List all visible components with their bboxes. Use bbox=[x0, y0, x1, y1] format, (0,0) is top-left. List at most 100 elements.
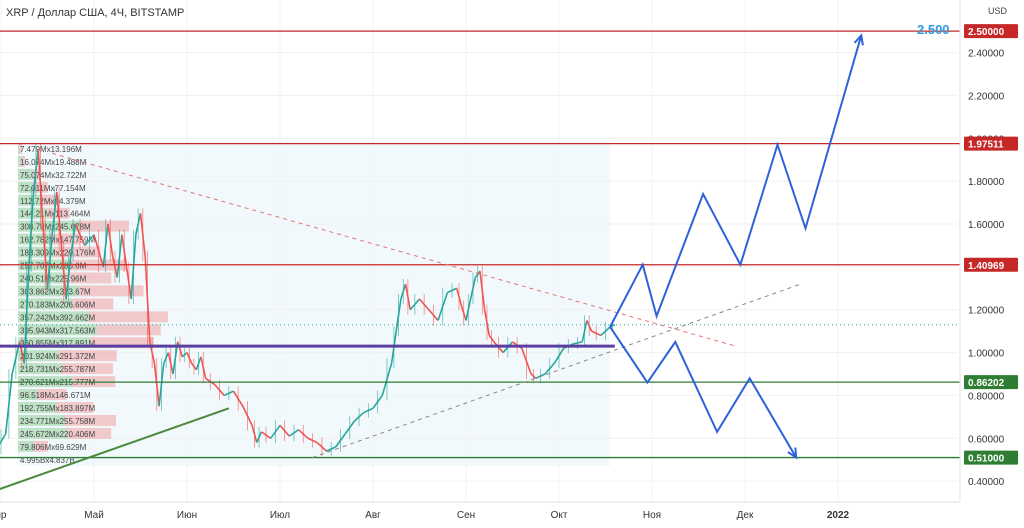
volume-bar-buy bbox=[18, 194, 41, 206]
volume-profile-label: 360.855Mx317.891M bbox=[20, 339, 96, 348]
volume-bar-buy bbox=[18, 337, 91, 349]
time-tick-label: Ноя bbox=[643, 510, 661, 521]
price-series bbox=[0, 144, 616, 457]
volume-bar-sell bbox=[19, 143, 23, 154]
volume-bar-buy bbox=[18, 220, 80, 232]
volume-bar-buy bbox=[18, 298, 73, 310]
volume-profile-label: 192.755Mx183.897M bbox=[20, 404, 96, 413]
price-badge-background bbox=[964, 450, 1018, 465]
trendlines bbox=[0, 152, 801, 490]
time-tick-label: пр bbox=[0, 510, 7, 521]
volume-bar-buy bbox=[18, 402, 57, 413]
volume-profile-label: 96.518Mx146.671M bbox=[20, 391, 91, 400]
time-tick-label: 2022 bbox=[827, 510, 850, 521]
grid bbox=[0, 0, 958, 502]
volume-bar-sell bbox=[64, 414, 117, 426]
volume-bar-sell bbox=[72, 298, 114, 310]
price-tick-label: 0.60000 bbox=[968, 434, 1005, 445]
volume-bar-sell bbox=[97, 324, 161, 336]
price-badges: 2.50000 1.97511 1.40969 0.86202 0.51000 bbox=[964, 24, 1018, 465]
volume-bar-buy bbox=[18, 389, 38, 400]
price-tick-label: 0.80000 bbox=[968, 391, 1005, 402]
price-badge-label: 2.50000 bbox=[968, 27, 1005, 38]
price-tick-label: 1.00000 bbox=[968, 349, 1005, 360]
volume-profile-label: 16.074Mx19.488M bbox=[20, 158, 87, 167]
price-badge-background bbox=[964, 24, 1018, 39]
volume-bar-sell bbox=[56, 402, 94, 413]
volume-bar-sell bbox=[54, 246, 101, 258]
trendline bbox=[312, 283, 801, 459]
volume-profile-label: 183.309Mx229.176M bbox=[20, 249, 96, 258]
volume-bar-buy bbox=[18, 168, 34, 180]
price-badge-label: 1.40969 bbox=[968, 261, 1005, 272]
price-badge: 0.86202 bbox=[964, 375, 1018, 390]
volume-bar-buy bbox=[18, 272, 67, 284]
volume-profile-label: 79.806Mx69.629M bbox=[20, 443, 87, 452]
volume-bar-buy bbox=[18, 427, 68, 439]
volume-profile-label: 357.242Mx392.662M bbox=[20, 313, 96, 322]
time-tick-label: Окт bbox=[551, 510, 568, 521]
volume-bar-buy bbox=[18, 440, 34, 452]
volume-profile-label: 245.672Mx220.406M bbox=[20, 430, 96, 439]
price-tick-label: 2.40000 bbox=[968, 49, 1005, 60]
volume-bar-sell bbox=[37, 389, 67, 400]
time-axis[interactable]: пр Май Июн Июл Авг Сен Окт Ноя Дек 2022 bbox=[0, 501, 960, 521]
volume-bar-sell bbox=[21, 155, 26, 167]
volume-bar-sell bbox=[67, 427, 112, 439]
volume-profile-label: 72.011Mx77.154M bbox=[20, 184, 86, 193]
chart-title: XRP / Доллар США, 4Ч, BITSTAMP bbox=[6, 7, 184, 19]
time-tick-label: Июн bbox=[177, 510, 197, 521]
volume-bar-sell bbox=[33, 440, 48, 452]
price-tick-label: 0.40000 bbox=[968, 477, 1005, 488]
usd-label: USD bbox=[988, 6, 1008, 16]
price-badge-label: 1.97511 bbox=[968, 140, 1004, 151]
volume-bar-sell bbox=[89, 311, 168, 323]
price-tick-label: 2.20000 bbox=[968, 91, 1005, 102]
volume-profile-label: 201.924Mx291.372M bbox=[20, 352, 96, 361]
volume-bar-sell bbox=[58, 350, 117, 362]
volume-profile-area bbox=[18, 142, 610, 466]
volume-profile-label: 303.862Mx323.67M bbox=[20, 287, 91, 296]
volume-bar-buy bbox=[18, 311, 90, 323]
price-badge-background bbox=[964, 257, 1018, 272]
volume-bar-buy bbox=[18, 285, 79, 297]
volume-bar-buy bbox=[18, 363, 62, 375]
price-tick-label: 1.80000 bbox=[968, 177, 1005, 188]
volume-profile-label: 257.707Mx286.6M bbox=[20, 262, 87, 271]
time-tick-label: Май bbox=[84, 510, 104, 521]
volume-bar-buy bbox=[18, 414, 65, 426]
price-tick-label: 1.20000 bbox=[968, 306, 1005, 317]
forecast-up-path bbox=[609, 35, 863, 328]
volume-bar-sell bbox=[33, 168, 40, 180]
price-levels bbox=[0, 30, 960, 459]
volume-profile-label: 75.074Mx32.722M bbox=[20, 171, 87, 180]
price-badge-background bbox=[964, 375, 1018, 390]
volume-profile-label: 218.731Mx255.787M bbox=[20, 365, 96, 374]
forecast-down-path bbox=[609, 326, 798, 459]
volume-profile-label: 112.72Mx94.379M bbox=[20, 197, 86, 206]
volume-profile-label: 308.79Mx245.678M bbox=[20, 223, 91, 232]
volume-bar-sell bbox=[40, 194, 60, 206]
trendline bbox=[52, 152, 736, 347]
volume-bar-buy bbox=[18, 155, 22, 167]
volume-bar-buy bbox=[18, 143, 20, 154]
forecast-down-path-arrowhead bbox=[787, 447, 798, 460]
price-badge: 1.40969 bbox=[964, 257, 1018, 272]
time-tick-label: Сен bbox=[457, 510, 475, 521]
volume-bar-buy bbox=[18, 350, 59, 362]
volume-bar-buy bbox=[18, 246, 55, 258]
volume-profile-label: 7.479Mx13.196M bbox=[20, 145, 82, 154]
volume-bar-buy bbox=[18, 324, 98, 336]
volume-bar-sell bbox=[66, 272, 112, 284]
volume-bar-buy bbox=[18, 233, 51, 245]
volume-profile-label: 162.782Mx147.759M bbox=[20, 236, 96, 245]
price-badge: 2.50000 bbox=[964, 24, 1018, 39]
volume-bar-sell bbox=[78, 285, 144, 297]
volume-bar-buy bbox=[18, 181, 33, 193]
volume-bar-sell bbox=[50, 233, 81, 245]
target-label: 2.500 bbox=[917, 22, 950, 37]
price-badge: 0.51000 bbox=[964, 450, 1018, 465]
time-tick-label: Авг bbox=[365, 510, 381, 521]
volume-profile-label: 4.995Bx4.837B bbox=[20, 456, 75, 465]
